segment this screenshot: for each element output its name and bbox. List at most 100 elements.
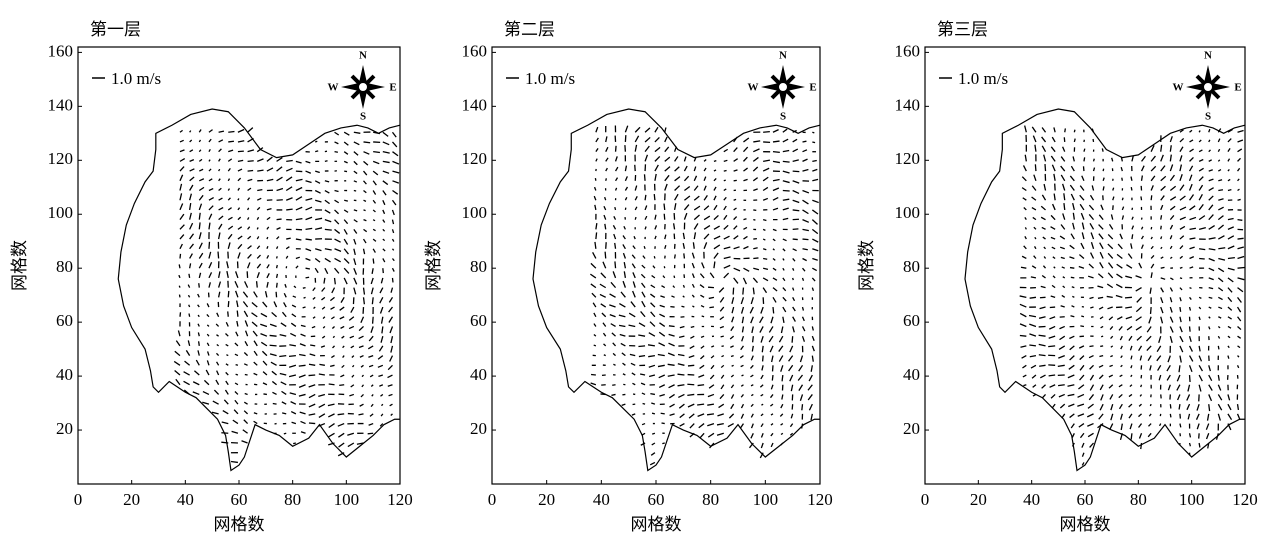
flow-vector — [1118, 403, 1123, 410]
flow-vector — [650, 302, 656, 308]
flow-vector — [1217, 345, 1220, 350]
flow-vector — [290, 401, 297, 405]
flow-vector — [391, 219, 395, 225]
flow-vector — [1150, 236, 1153, 240]
flow-vector — [801, 277, 805, 281]
flow-vector — [199, 168, 204, 172]
flow-vector — [266, 226, 270, 230]
flow-vector — [372, 238, 377, 242]
flow-vector — [237, 159, 244, 163]
flow-vector — [594, 241, 597, 249]
flow-vector — [1208, 159, 1213, 162]
flow-vector — [713, 244, 721, 250]
flow-vector — [1188, 183, 1193, 191]
flow-vector — [372, 170, 379, 176]
flow-vector — [634, 216, 637, 220]
flow-vector — [1218, 179, 1223, 182]
flow-vector — [1178, 404, 1181, 410]
flow-vector — [1179, 235, 1185, 240]
flow-vector — [1198, 139, 1202, 143]
flow-vector — [761, 355, 764, 362]
flow-vector — [1217, 128, 1222, 133]
x-tick-label: 120 — [807, 490, 833, 509]
flow-vector — [614, 242, 617, 249]
flow-vector — [179, 312, 182, 317]
flow-vector — [218, 168, 221, 172]
flow-vector — [699, 364, 705, 370]
axes-frame — [491, 46, 821, 485]
flow-vector — [189, 176, 195, 182]
flow-vector — [197, 304, 200, 308]
flow-vector — [253, 412, 258, 415]
flow-vector — [802, 257, 807, 262]
flow-vector — [363, 170, 368, 176]
flow-vector — [1058, 393, 1065, 398]
flow-vector — [275, 264, 278, 269]
flow-vector — [289, 392, 297, 396]
flow-vector — [1227, 403, 1232, 411]
flow-vector — [650, 392, 656, 396]
flow-vector — [1218, 296, 1223, 301]
flow-vector — [1160, 306, 1164, 314]
flow-vector — [750, 316, 754, 324]
flow-vector — [179, 129, 183, 133]
flow-vector — [730, 345, 734, 348]
flow-vector — [311, 325, 316, 329]
flow-vector — [1135, 306, 1142, 313]
flow-vector — [237, 252, 241, 259]
flow-vector — [769, 394, 774, 399]
flow-vector — [1218, 316, 1222, 319]
flow-vector — [353, 228, 358, 234]
flow-vector — [218, 197, 223, 201]
flow-vector — [638, 334, 646, 337]
flow-vector — [706, 413, 715, 416]
flow-vector — [1050, 226, 1056, 230]
flow-vector — [688, 413, 695, 419]
flow-vector — [593, 344, 597, 347]
flow-vector — [741, 326, 745, 333]
flow-vector — [609, 293, 616, 298]
flow-vector — [305, 206, 313, 211]
flow-vector — [614, 145, 617, 152]
flow-vector — [682, 284, 686, 288]
flow-vector — [1078, 254, 1085, 259]
flow-vector — [1208, 187, 1214, 192]
flow-vector — [1146, 345, 1152, 352]
flow-vector — [1179, 195, 1186, 201]
flow-vector — [262, 301, 268, 308]
flow-vector — [363, 228, 368, 233]
flow-vector — [227, 188, 231, 191]
flow-vector — [179, 174, 184, 182]
flow-vector — [331, 316, 335, 320]
flow-vector — [1051, 136, 1056, 143]
flow-vector — [1063, 193, 1066, 201]
flow-vector — [1019, 295, 1027, 298]
flow-vector — [392, 151, 399, 157]
flow-vector — [644, 136, 651, 143]
flow-vector — [649, 321, 656, 327]
flow-vector — [382, 131, 389, 137]
flow-vector — [348, 325, 355, 330]
flow-vector — [189, 130, 192, 133]
flow-vector — [389, 403, 393, 407]
flow-vector — [334, 228, 341, 234]
flow-vector — [592, 251, 597, 259]
flow-vector — [342, 345, 345, 349]
flow-vector — [770, 403, 774, 407]
x-tick-label: 100 — [753, 490, 779, 509]
flow-vector — [760, 393, 764, 397]
flow-vector — [198, 186, 205, 192]
flow-vector — [1150, 263, 1155, 269]
flow-vector — [1058, 354, 1065, 359]
flow-vector — [1126, 325, 1133, 331]
flow-vector — [255, 281, 258, 288]
flow-vector — [1069, 266, 1075, 269]
flow-vector — [782, 316, 785, 324]
axes-frame — [77, 46, 401, 485]
flow-vector — [308, 393, 316, 399]
flow-vector — [703, 195, 708, 201]
flow-vector — [801, 423, 804, 429]
flow-vector — [269, 353, 277, 357]
flow-vector — [295, 206, 303, 211]
flow-vector — [285, 197, 293, 201]
